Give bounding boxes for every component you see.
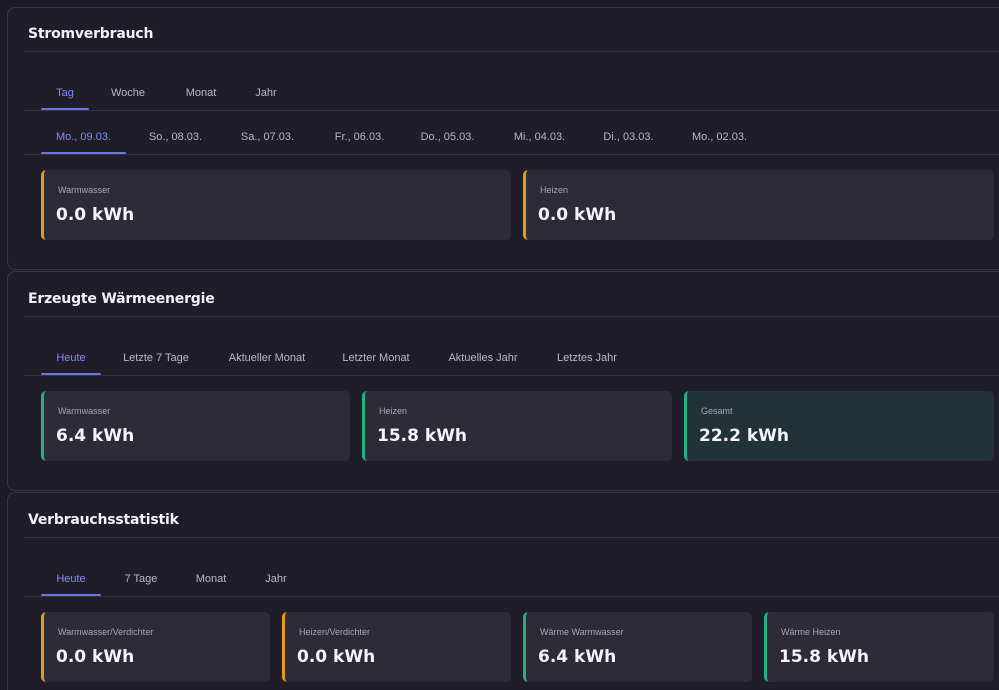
stromverbrauch-panel: Stromverbrauch Tag Woche Monat Jahr Mo.,… — [7, 7, 999, 270]
tab-jahr[interactable]: Jahr — [255, 87, 277, 99]
waerme-heizen-card: Wärme Heizen 15.8 kWh — [764, 612, 994, 682]
title-divider — [24, 51, 999, 52]
day-tab-0503[interactable]: Do., 05.03. — [420, 131, 475, 143]
stromverbrauch-title: Stromverbrauch — [28, 26, 154, 42]
tab-jahr[interactable]: Jahr — [265, 573, 287, 585]
card-value: 0.0 kWh — [56, 647, 135, 667]
tab-letztes-jahr[interactable]: Letztes Jahr — [557, 352, 617, 364]
card-value: 6.4 kWh — [538, 647, 617, 667]
tab-heute[interactable]: Heute — [56, 573, 86, 585]
days-divider — [24, 154, 999, 155]
waermeenergie-title: Erzeugte Wärmeenergie — [28, 291, 215, 307]
tab-monat[interactable]: Monat — [195, 573, 227, 585]
tab-aktueller-monat[interactable]: Aktueller Monat — [228, 352, 306, 364]
day-tab-0303[interactable]: Di., 03.03. — [603, 131, 654, 143]
active-day-underline — [41, 152, 126, 154]
day-tab-0803[interactable]: So., 08.03. — [148, 131, 203, 143]
day-tab-0903[interactable]: Mo., 09.03. — [55, 131, 112, 143]
card-label: Warmwasser — [58, 406, 111, 416]
warmwasser-verdichter-card: Warmwasser/Verdichter 0.0 kWh — [41, 612, 270, 682]
waerme-warmwasser-card: Warmwasser 6.4 kWh — [41, 391, 350, 461]
card-label: Warmwasser/Verdichter — [58, 627, 154, 637]
card-value: 15.8 kWh — [377, 426, 468, 446]
waermeenergie-panel: Erzeugte Wärmeenergie Heute Letzte 7 Tag… — [7, 271, 999, 491]
strom-heizen-card: Heizen 0.0 kWh — [523, 170, 994, 240]
card-label: Wärme Warmwasser — [540, 627, 624, 637]
title-divider — [24, 316, 999, 317]
strom-warmwasser-card: Warmwasser 0.0 kWh — [41, 170, 511, 240]
verbrauchsstatistik-title: Verbrauchsstatistik — [28, 512, 179, 528]
active-tab-underline — [41, 108, 89, 110]
tab-woche[interactable]: Woche — [110, 87, 146, 99]
tab-7-tage[interactable]: 7 Tage — [124, 573, 158, 585]
title-divider — [24, 537, 999, 538]
tab-heute[interactable]: Heute — [56, 352, 86, 364]
tab-tag[interactable]: Tag — [56, 87, 74, 99]
tabs-divider — [24, 596, 999, 597]
card-value: 15.8 kWh — [779, 647, 870, 667]
card-label: Heizen/Verdichter — [299, 627, 371, 637]
card-label: Wärme Heizen — [781, 627, 841, 637]
card-value: 0.0 kWh — [538, 205, 617, 225]
heizen-verdichter-card: Heizen/Verdichter 0.0 kWh — [282, 612, 511, 682]
tab-letzter-monat[interactable]: Letzter Monat — [342, 352, 410, 364]
waerme-gesamt-card: Gesamt 22.2 kWh — [684, 391, 994, 461]
tabs-divider — [24, 110, 999, 111]
active-tab-underline — [41, 594, 101, 596]
card-value: 22.2 kWh — [699, 426, 790, 446]
verbrauchsstatistik-panel: Verbrauchsstatistik Heute 7 Tage Monat J… — [7, 492, 999, 690]
card-label: Heizen — [379, 406, 408, 416]
card-value: 0.0 kWh — [56, 205, 135, 225]
day-tab-0203[interactable]: Mo., 02.03. — [691, 131, 748, 143]
tab-monat[interactable]: Monat — [185, 87, 217, 99]
card-value: 0.0 kWh — [297, 647, 376, 667]
card-label: Heizen — [540, 185, 569, 195]
waerme-warmwasser-card: Wärme Warmwasser 6.4 kWh — [523, 612, 752, 682]
day-tab-0703[interactable]: Sa., 07.03. — [240, 131, 295, 143]
day-tab-0603[interactable]: Fr., 06.03. — [334, 131, 385, 143]
tab-aktuelles-jahr[interactable]: Aktuelles Jahr — [448, 352, 518, 364]
card-label: Gesamt — [701, 406, 733, 416]
waerme-heizen-card: Heizen 15.8 kWh — [362, 391, 672, 461]
tabs-divider — [24, 375, 999, 376]
card-label: Warmwasser — [58, 185, 111, 195]
active-tab-underline — [41, 373, 101, 375]
day-tab-0403[interactable]: Mi., 04.03. — [513, 131, 566, 143]
tab-letzte-7-tage[interactable]: Letzte 7 Tage — [123, 352, 189, 364]
card-value: 6.4 kWh — [56, 426, 135, 446]
